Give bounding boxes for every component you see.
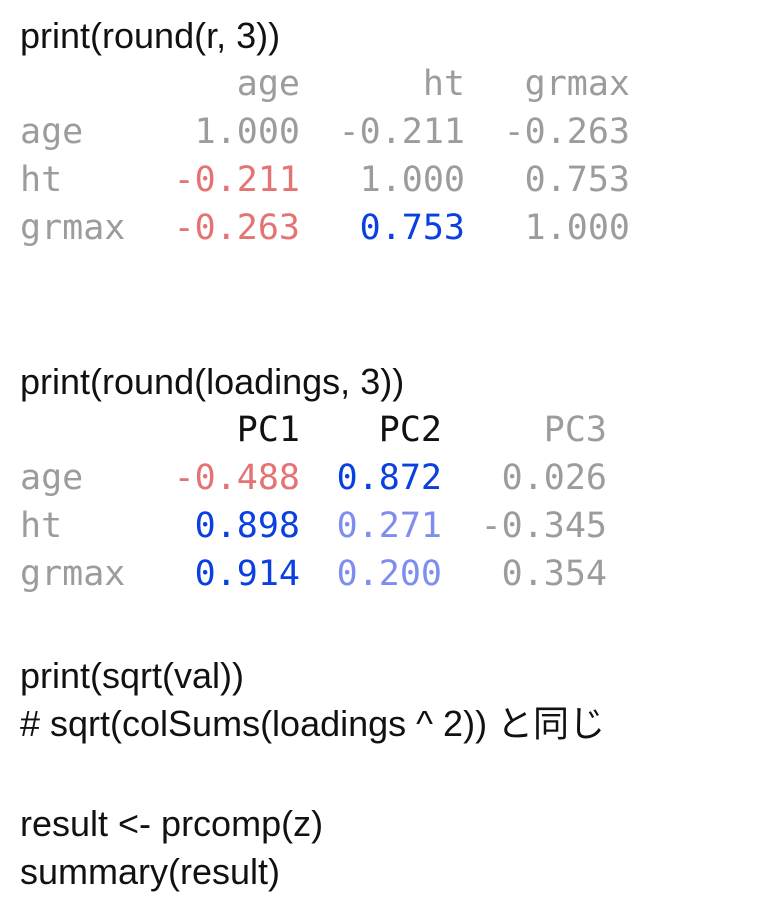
header-cell: [20, 406, 160, 454]
matrix-value: 0.026: [501, 458, 607, 498]
matrix-value: -0.211: [173, 160, 300, 200]
correlation-matrix-output: age ht grmax age 1.000 -0.211 -0.263 ht …: [20, 60, 630, 252]
comment-line: # sqrt(colSums(loadings ^ 2)) と同じ: [20, 703, 606, 744]
matrix-value: 0.898: [194, 506, 300, 546]
matrix-value: -0.488: [173, 458, 300, 498]
header-cell: PC2: [378, 410, 442, 450]
row-label: grmax: [20, 208, 126, 248]
matrix-value: -0.211: [338, 112, 465, 152]
row-label: age: [20, 112, 84, 152]
row-label: ht: [20, 506, 63, 546]
header-cell: PC1: [236, 410, 300, 450]
loadings-matrix-output: PC1 PC2 PC3 age -0.488 0.872 0.026 ht 0.…: [20, 406, 607, 598]
correlation-row-grmax: grmax -0.263 0.753 1.000: [20, 204, 630, 252]
matrix-value: 1.000: [524, 208, 630, 248]
header-cell: age: [236, 64, 300, 104]
matrix-value: 0.753: [524, 160, 630, 200]
correlation-row-age: age 1.000 -0.211 -0.263: [20, 108, 630, 156]
row-label: grmax: [20, 554, 126, 594]
matrix-value: 0.872: [336, 458, 442, 498]
command-print-round-loadings: print(round(loadings, 3)): [20, 361, 405, 402]
matrix-value: 1.000: [194, 112, 300, 152]
row-label: ht: [20, 160, 63, 200]
matrix-value: 0.354: [501, 554, 607, 594]
matrix-value: 0.914: [194, 554, 300, 594]
matrix-value: 1.000: [359, 160, 465, 200]
command-print-round-r: print(round(r, 3)): [20, 15, 281, 56]
command-print-sqrt-val: print(sqrt(val)): [20, 655, 245, 696]
correlation-row-ht: ht -0.211 1.000 0.753: [20, 156, 630, 204]
row-label: age: [20, 458, 84, 498]
matrix-value: 0.200: [336, 554, 442, 594]
loadings-header-row: PC1 PC2 PC3: [20, 406, 607, 454]
matrix-value: -0.263: [173, 208, 300, 248]
loadings-row-ht: ht 0.898 0.271 -0.345: [20, 502, 607, 550]
matrix-value: -0.263: [503, 112, 630, 152]
matrix-value: 0.271: [336, 506, 442, 546]
matrix-value: -0.345: [480, 506, 607, 546]
matrix-value: 0.753: [359, 208, 465, 248]
loadings-row-grmax: grmax 0.914 0.200 0.354: [20, 550, 607, 598]
correlation-header-row: age ht grmax: [20, 60, 630, 108]
loadings-row-age: age -0.488 0.872 0.026: [20, 454, 607, 502]
header-cell: grmax: [524, 64, 630, 104]
header-cell: PC3: [543, 410, 607, 450]
header-cell: ht: [422, 64, 465, 104]
command-summary: summary(result): [20, 851, 281, 892]
command-prcomp: result <- prcomp(z): [20, 803, 324, 844]
header-cell: [20, 60, 160, 108]
